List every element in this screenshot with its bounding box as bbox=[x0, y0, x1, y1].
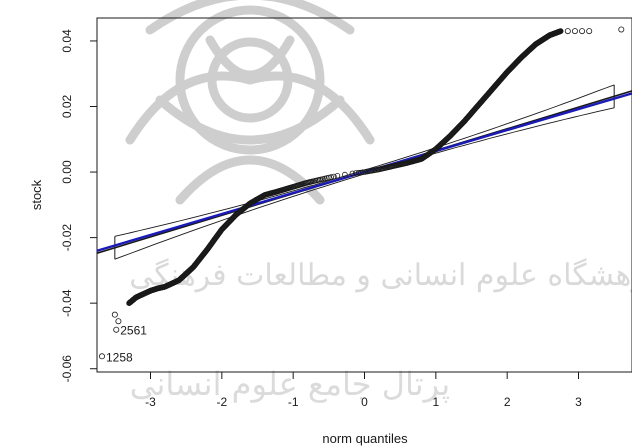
outlier-labels: 2561 1258 bbox=[98, 324, 147, 364]
x-tick-label: -3 bbox=[145, 395, 156, 409]
x-axis: -3 -2 -1 0 1 2 3 bbox=[145, 372, 582, 409]
x-tick-label: 1 bbox=[432, 395, 439, 409]
data-point bbox=[358, 169, 364, 176]
data-point bbox=[325, 174, 332, 181]
y-axis-label: stock bbox=[29, 179, 44, 210]
outlier-label: 1258 bbox=[106, 350, 133, 364]
tail-point bbox=[579, 28, 586, 35]
x-tick-label: 3 bbox=[575, 395, 582, 409]
y-axis: -0.06 -0.04 -0.02 0.00 0.02 0.04 bbox=[60, 29, 97, 382]
institution-logo-watermark bbox=[125, 0, 375, 205]
data-point bbox=[328, 174, 335, 180]
y-tick-label: -0.06 bbox=[60, 355, 74, 383]
tail-point bbox=[618, 26, 625, 33]
x-axis-label: norm quantiles bbox=[322, 431, 408, 446]
data-point bbox=[342, 171, 348, 178]
data-point bbox=[557, 28, 564, 34]
tail-point bbox=[115, 318, 122, 325]
outlier-point bbox=[98, 353, 105, 360]
data-point bbox=[334, 173, 341, 179]
quantile-points bbox=[111, 26, 625, 325]
tail-point bbox=[564, 28, 571, 35]
tail-point bbox=[111, 311, 118, 318]
data-point bbox=[331, 173, 337, 180]
tail-point bbox=[586, 28, 593, 35]
y-tick-label: 0.04 bbox=[60, 29, 74, 53]
x-tick-label: 0 bbox=[361, 395, 368, 409]
data-point bbox=[360, 169, 366, 176]
tail-point bbox=[571, 28, 578, 35]
outlier-point bbox=[113, 326, 120, 333]
y-tick-label: -0.02 bbox=[60, 224, 74, 252]
y-tick-label: -0.04 bbox=[60, 289, 74, 317]
x-tick-label: -1 bbox=[288, 395, 299, 409]
x-tick-label: -2 bbox=[216, 395, 227, 409]
data-point bbox=[349, 170, 356, 177]
watermark-line-2: پرتال جامع علوم انسانی bbox=[130, 365, 450, 403]
y-tick-label: 0.02 bbox=[60, 94, 74, 118]
y-tick-label: 0.00 bbox=[60, 160, 74, 184]
outlier-label: 2561 bbox=[120, 324, 147, 338]
watermark-line-1: پژوهشگاه علوم انسانی و مطالعات فرهنگی bbox=[129, 258, 632, 293]
x-tick-label: 2 bbox=[504, 395, 511, 409]
